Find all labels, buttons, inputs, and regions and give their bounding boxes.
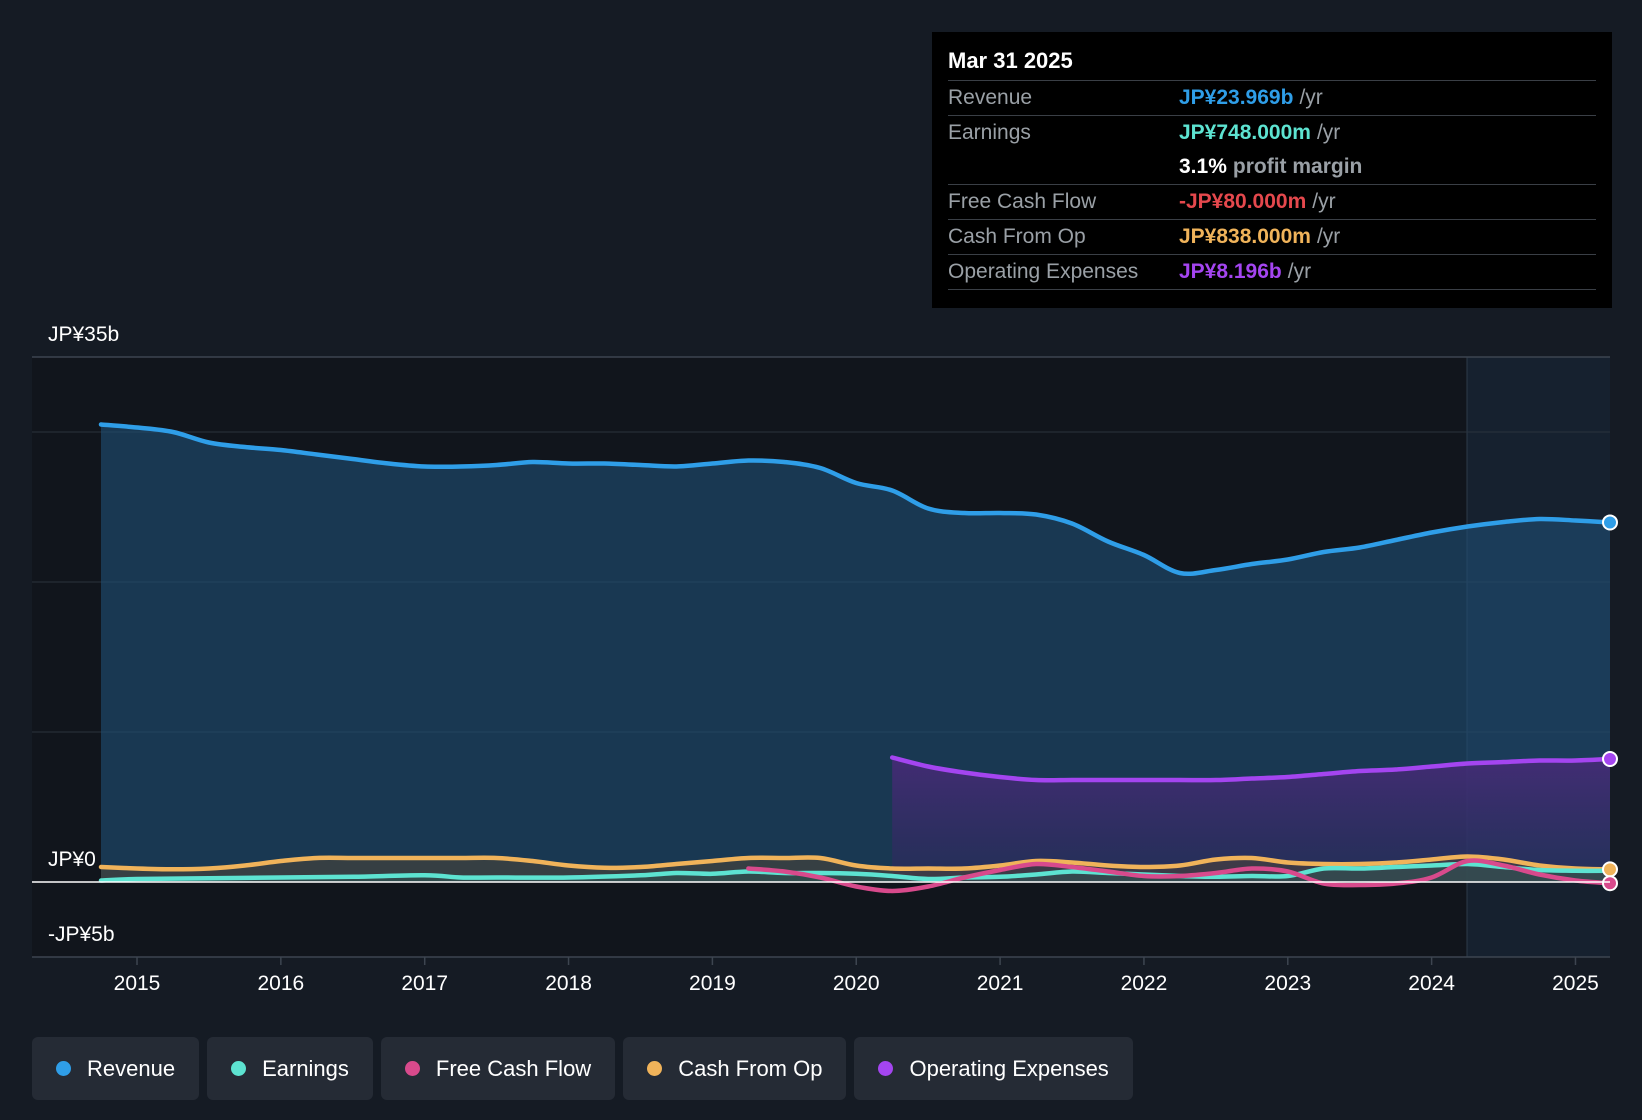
legend-item-operating-expenses[interactable]: Operating Expenses <box>854 1037 1133 1100</box>
tooltip-label: Cash From Op <box>948 225 1086 248</box>
end-markers <box>1602 514 1618 892</box>
tooltip-row-revenue: Revenue JP¥23.969b /yr <box>948 81 1596 116</box>
tooltip-value: JP¥23.969b <box>1179 86 1294 109</box>
series-line-operating-expenses <box>889 755 1613 783</box>
tooltip-unit: /yr <box>1312 190 1336 213</box>
tooltip-unit: /yr <box>1316 121 1341 144</box>
area-fills <box>101 424 1610 882</box>
legend-dot-icon <box>56 1061 71 1076</box>
x-tick-label: 2021 <box>977 972 1024 995</box>
series-line-revenue <box>98 422 1613 577</box>
tooltip-unit: /yr <box>1287 260 1312 283</box>
legend-item-earnings[interactable]: Earnings <box>207 1037 373 1100</box>
tooltip-row-opex: Operating Expenses JP¥8.196b /yr <box>948 255 1596 290</box>
y-axis-label: -JP¥5b <box>48 923 115 946</box>
tooltip-date: Mar 31 2025 <box>948 46 1596 81</box>
x-tick-label: 2020 <box>833 972 880 995</box>
tooltip-label: Revenue <box>948 86 1033 109</box>
tooltip-value: JP¥838.000m <box>1179 225 1311 248</box>
x-tick-label: 2018 <box>545 972 592 995</box>
tooltip-unit: /yr <box>1299 86 1323 109</box>
legend-label: Cash From Op <box>678 1055 823 1081</box>
legend-item-free-cash-flow[interactable]: Free Cash Flow <box>380 1037 616 1100</box>
tooltip-label: Operating Expenses <box>948 260 1139 283</box>
tooltip-panel: Mar 31 2025 Revenue JP¥23.969b /yr Earni… <box>932 32 1612 308</box>
axes: JP¥35b JP¥0 -JP¥5b 2015 2016 2017 2018 2019 2020… <box>32 323 1610 995</box>
x-tick-label: 2019 <box>689 972 736 995</box>
y-axis-label: JP¥35b <box>48 323 119 346</box>
legend-dot-icon <box>231 1061 247 1076</box>
legend: Revenue Earnings Free Cash Flow Cash Fro… <box>32 1037 1141 1100</box>
area-fill-operating-expenses <box>892 757 1610 882</box>
x-tick-label: 2024 <box>1408 972 1455 995</box>
tooltip-row-cfo: Cash From Op JP¥838.000m /yr <box>948 220 1596 255</box>
tooltip-label: Earnings <box>948 121 1031 144</box>
legend-item-revenue[interactable]: Revenue <box>32 1037 200 1100</box>
legend-item-cash-from-op[interactable]: Cash From Op <box>623 1037 847 1100</box>
series-line-cash-from-op <box>98 854 1613 872</box>
end-marker-cash-from-op <box>1602 861 1618 878</box>
tooltip-row-fcf: Free Cash Flow -JP¥80.000m /yr <box>948 185 1596 220</box>
x-tick-label: 2016 <box>257 972 304 995</box>
y-axis-label: JP¥0 <box>48 848 96 871</box>
legend-label: Revenue <box>87 1055 176 1081</box>
x-tick-label: 2023 <box>1264 972 1311 995</box>
series-line-free-cash-flow <box>746 858 1613 894</box>
legend-dot-icon <box>878 1061 894 1076</box>
tooltip-unit: /yr <box>1316 225 1341 248</box>
area-fill-revenue <box>101 424 1610 882</box>
tooltip-label <box>948 150 1179 184</box>
legend-label: Earnings <box>262 1055 349 1081</box>
x-tick-label: 2015 <box>114 972 161 995</box>
end-marker-free-cash-flow <box>1602 875 1618 892</box>
series-lines <box>98 422 1613 894</box>
tooltip-value: -JP¥80.000m <box>1179 190 1307 213</box>
legend-dot-icon <box>404 1061 420 1076</box>
end-marker-operating-expenses <box>1602 751 1618 767</box>
tooltip-row-earnings: Earnings JP¥748.000m /yr <box>948 116 1596 150</box>
x-tick-label: 2017 <box>401 972 448 995</box>
tooltip-unit: profit margin <box>1232 155 1363 178</box>
x-tick-label: 2022 <box>1121 972 1168 995</box>
tooltip-value: 3.1% <box>1179 155 1227 178</box>
legend-dot-icon <box>647 1061 663 1076</box>
x-tick-label: 2025 <box>1552 972 1599 995</box>
tooltip-row-margin: 3.1% profit margin <box>948 150 1596 185</box>
legend-label: Operating Expenses <box>909 1055 1109 1081</box>
tooltip-label: Free Cash Flow <box>948 190 1097 213</box>
tooltip-value: JP¥748.000m <box>1179 121 1311 144</box>
legend-label: Free Cash Flow <box>435 1055 592 1081</box>
tooltip-value: JP¥8.196b <box>1179 260 1282 283</box>
end-marker-revenue <box>1602 514 1618 531</box>
